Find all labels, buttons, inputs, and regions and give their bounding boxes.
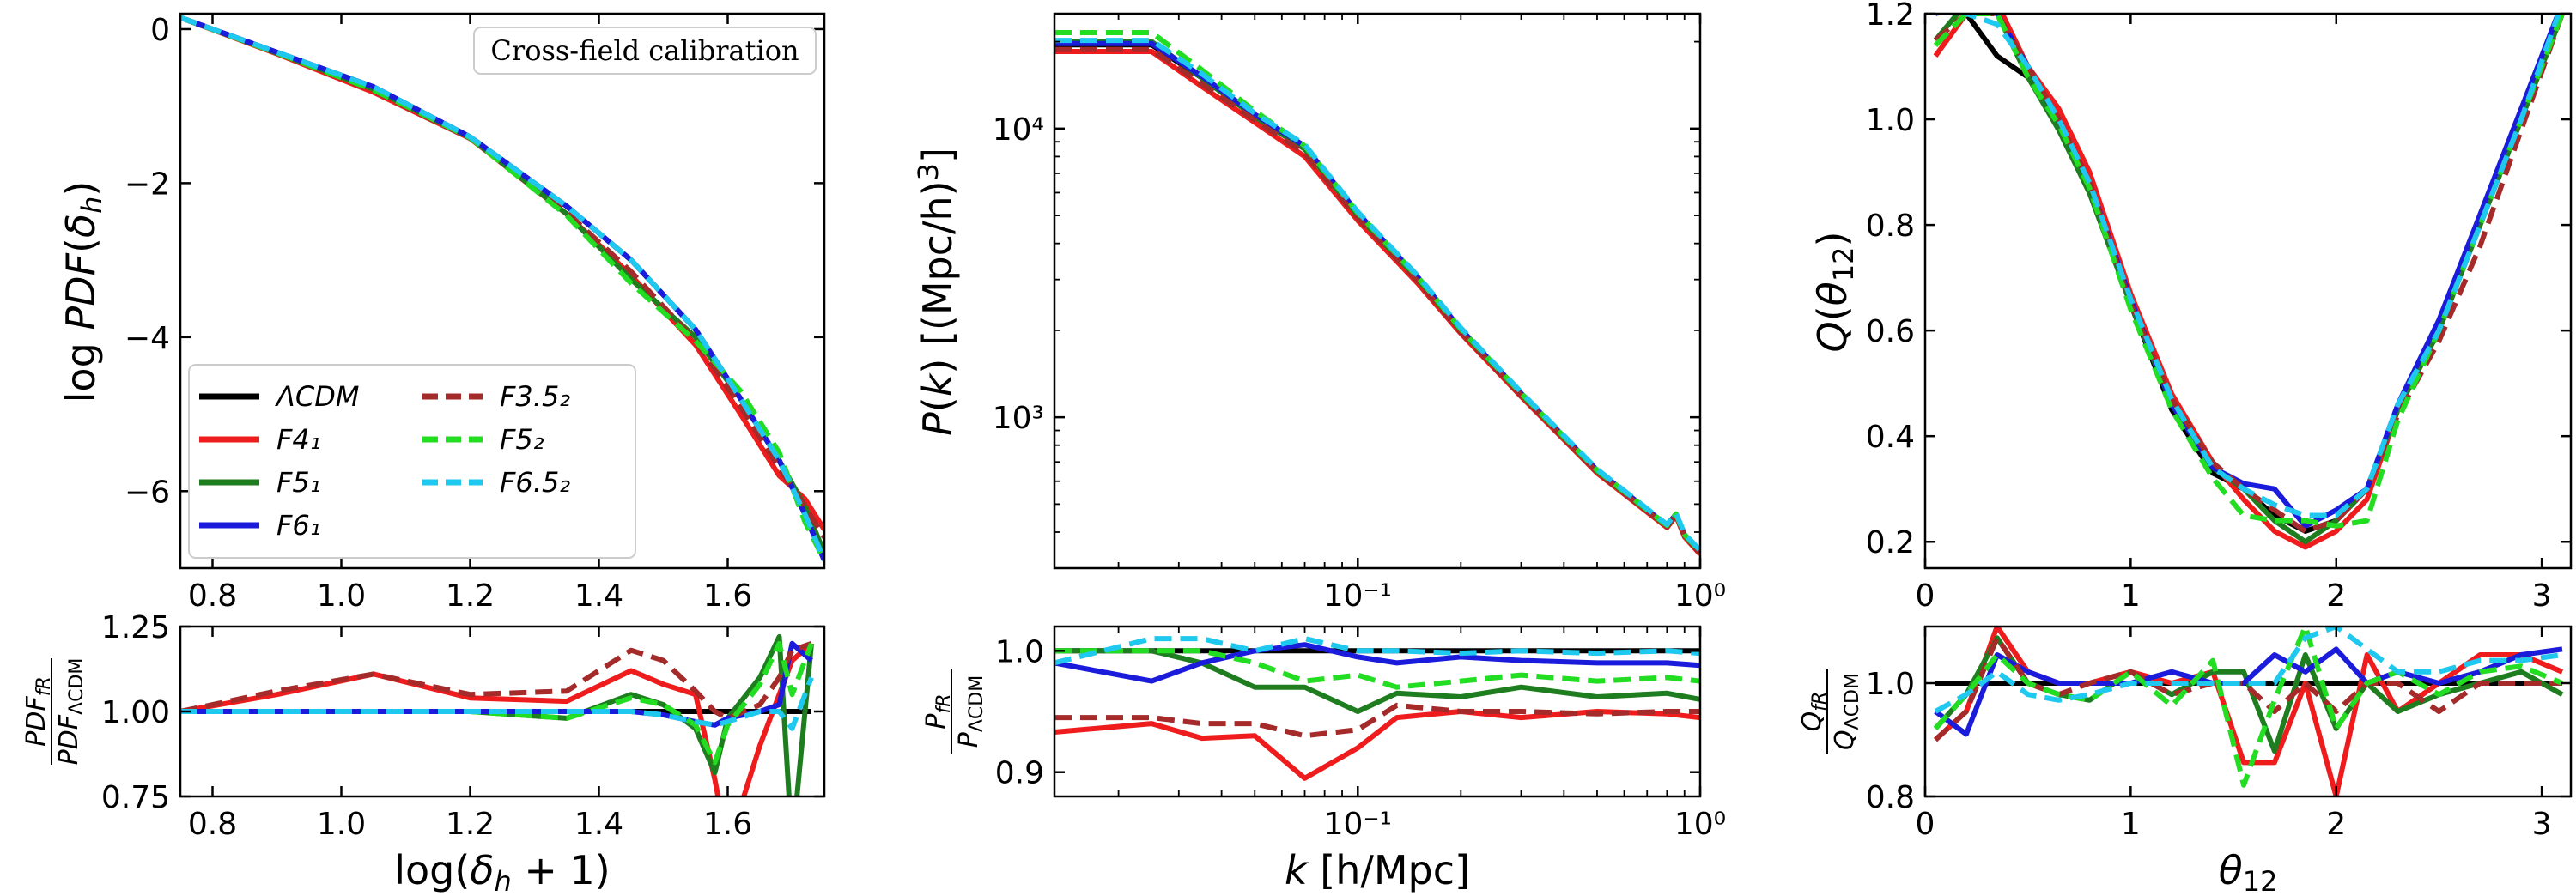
q-xtick-label: 0 — [1916, 578, 1935, 614]
q_ratio-line-F6_1 — [1934, 646, 2563, 737]
q-axes-frame — [1923, 12, 2573, 570]
pdf-ytick-label: 0 — [150, 13, 170, 48]
pdf_ratio-xtick-label: 1.0 — [317, 807, 366, 842]
pdf_ratio-ytick-label: 1.25 — [101, 610, 170, 645]
q-xtick-label: 1 — [2121, 578, 2141, 614]
pdf_ratio-line-F6-5_2 — [180, 676, 814, 731]
pdf-xtick-label: 1.0 — [317, 578, 366, 614]
pk-axes-frame — [1053, 12, 1702, 570]
pk_ratio-line-F5_1 — [1054, 648, 1700, 714]
legend: ΛCDM F4₁ F5₁ F6₁ F3.5₂ F5₂ F6.5₂ — [188, 364, 636, 559]
pdf-axes-frame — [179, 12, 826, 570]
q-xlabel: θ12 — [2219, 847, 2278, 896]
legend-label-F5_1: F5₁ — [276, 466, 321, 499]
q-line-F5_1 — [1933, 14, 2565, 545]
pk_ratio-xtick-label: 10⁻¹ — [1324, 807, 1392, 842]
pdf_ratio-xtick-label: 1.6 — [703, 807, 752, 842]
pdf_ratio-line-F3-5_2 — [180, 640, 812, 721]
pk-ytick-label: 10⁴ — [993, 112, 1044, 148]
annotation-box: Cross-field calibration — [473, 27, 817, 75]
pk-xtick-label: 10⁻¹ — [1324, 578, 1392, 614]
pk_ratio-ytick-label: 1.0 — [995, 634, 1044, 669]
q-series-group — [1933, 14, 2565, 550]
pk-xtick-label: 10⁰ — [1674, 578, 1726, 614]
q_ratio-line-F5_2 — [1933, 627, 2564, 788]
q_ratio-axes-frame — [1923, 625, 2573, 798]
pk-ylabel: P(k) [(Mpc/h)3] — [912, 148, 961, 436]
pdf-ytick-label: −6 — [125, 475, 170, 510]
pdf-xtick-label: 0.8 — [188, 578, 237, 614]
pdf_ratio-xtick-label: 1.2 — [446, 807, 495, 842]
q_ratio-series-group — [1933, 627, 2564, 796]
svg-text:QΛCDM: QΛCDM — [1830, 673, 1863, 750]
pk_ratio-series-group — [1054, 636, 1700, 781]
legend-label-F3-5_2: F3.5₂ — [500, 380, 570, 413]
pk_ratio-line-F6_1 — [1054, 642, 1700, 684]
pdf-xlabel: log(δh + 1) — [394, 847, 611, 896]
svg-text:QfR: QfR — [1797, 692, 1831, 732]
q-line-F3-5_2 — [1934, 14, 2565, 534]
pk_ratio-xtick-label: 10⁰ — [1674, 807, 1726, 842]
legend-label-LCDM: ΛCDM — [274, 380, 359, 413]
pdf-xtick-label: 1.2 — [446, 578, 495, 614]
pdf_ratio-xtick-label: 1.4 — [574, 807, 623, 842]
pdf-ylabel: log PDF(δh) — [58, 181, 108, 403]
pk_ratio-line-F6-5_2 — [1054, 636, 1700, 666]
q-ytick-label: 1.0 — [1866, 103, 1915, 138]
q_ratio-xtick-label: 3 — [2532, 807, 2552, 842]
pdf_ratio-ytick-label: 1.00 — [101, 695, 170, 730]
pk-line-F6-5_2 — [1054, 38, 1700, 553]
q_ratio-line-F6-5_2 — [1934, 627, 2563, 714]
pk_ratio-line-F4_1 — [1054, 709, 1700, 781]
q_ratio-xtick-label: 2 — [2326, 807, 2346, 842]
svg-text:PΛCDM: PΛCDM — [954, 675, 987, 748]
pdf_ratio-xtick-label: 0.8 — [188, 807, 237, 842]
pdf-xtick-label: 1.6 — [703, 578, 752, 614]
q_ratio-ytick-label: 0.8 — [1866, 780, 1915, 815]
q-ytick-label: 1.2 — [1866, 0, 1915, 33]
q-xtick-label: 3 — [2532, 578, 2552, 614]
q_ratio-xtick-label: 0 — [1916, 807, 1935, 842]
pdf-ytick-label: −2 — [125, 166, 170, 202]
pk_ratio-axes-frame — [1053, 625, 1702, 798]
pk-line-F3-5_2 — [1054, 46, 1700, 555]
svg-text:PDFfR: PDFfR — [21, 676, 55, 746]
pdf-series-group — [180, 15, 824, 562]
legend-box — [188, 364, 636, 559]
pk-ytick-label: 10³ — [993, 401, 1044, 436]
q-xtick-label: 2 — [2326, 578, 2346, 614]
pdf_ratio-series-group — [180, 633, 814, 796]
q_ratio-line-F3-5_2 — [1933, 635, 2562, 742]
legend-label-F4_1: F4₁ — [276, 423, 321, 456]
pdf-ratio-ylabel: PDFfR PDFΛCDM — [21, 658, 88, 766]
pdf-line-F6-5_2 — [180, 15, 824, 562]
pk-xlabel: k [h/Mpc] — [1285, 847, 1470, 893]
q-ytick-label: 0.2 — [1866, 525, 1915, 560]
legend-label-F5_2: F5₂ — [500, 423, 544, 456]
q-ytick-label: 0.8 — [1866, 209, 1915, 244]
svg-text:PfR: PfR — [921, 693, 955, 729]
pk-ratio-ylabel: PfR PΛCDM — [921, 669, 987, 754]
q-ytick-label: 0.4 — [1866, 420, 1915, 455]
q_ratio-ytick-label: 1.0 — [1866, 667, 1915, 702]
q-ratio-ylabel: QfR QΛCDM — [1797, 669, 1863, 754]
pdf_ratio-ytick-label: 0.75 — [101, 780, 170, 815]
q_ratio-line-F4_1 — [1933, 627, 2564, 796]
pdf_ratio-line-F5_2 — [180, 640, 814, 766]
svg-text:PDFΛCDM: PDFΛCDM — [54, 658, 88, 766]
pdf-ytick-label: −4 — [125, 321, 170, 356]
pk-series-group — [1054, 30, 1700, 556]
pk_ratio-line-F3-5_2 — [1054, 702, 1700, 739]
pdf-xtick-label: 1.4 — [574, 578, 623, 614]
annotation-text: Cross-field calibration — [490, 34, 799, 67]
q-line-F6-5_2 — [1958, 14, 2561, 518]
q-ytick-label: 0.6 — [1866, 314, 1915, 349]
pk_ratio-ytick-label: 0.9 — [995, 756, 1044, 791]
pk_ratio-line-F5_2 — [1054, 648, 1700, 690]
legend-label-F6-5_2: F6.5₂ — [500, 466, 570, 499]
q-ylabel: Q(θ12) — [1809, 232, 1860, 353]
q_ratio-xtick-label: 1 — [2121, 807, 2141, 842]
legend-label-F6_1: F6₁ — [276, 509, 321, 542]
